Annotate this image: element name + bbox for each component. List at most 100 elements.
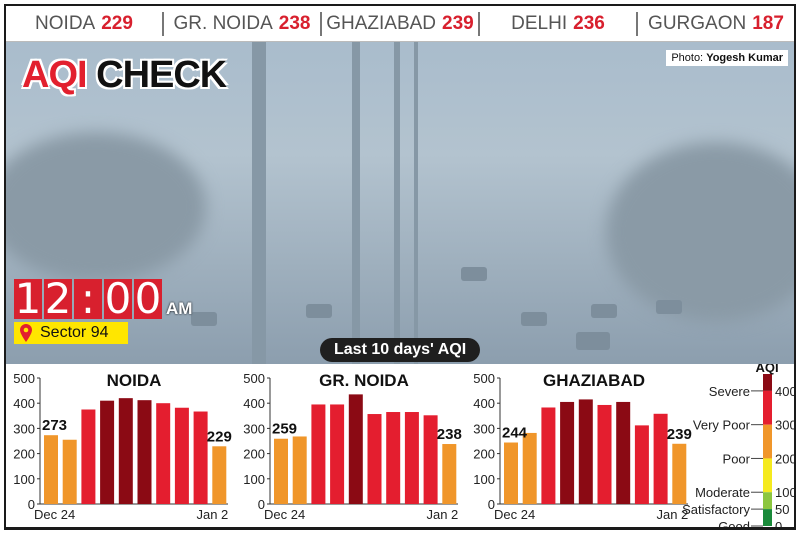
title-check: CHECK	[96, 54, 227, 96]
legend-category: Moderate	[695, 485, 750, 500]
first-value-label: 259	[272, 421, 297, 438]
car	[576, 332, 610, 350]
bar	[193, 411, 208, 504]
bar	[137, 400, 152, 504]
y-tick-label: 0	[28, 497, 35, 512]
y-tick-label: 500	[243, 371, 265, 386]
y-tick-label: 0	[258, 497, 265, 512]
bar	[311, 404, 326, 504]
city-gr-noida: GR. NOIDA 238	[164, 11, 322, 36]
city-aqi-bar: NOIDA 229 GR. NOIDA 238 GHAZIABAD 239 DELHI…	[6, 6, 794, 42]
bar	[560, 401, 575, 504]
y-tick-label: 500	[473, 371, 495, 386]
city-aqi: 239	[442, 12, 474, 34]
bar	[597, 404, 612, 504]
city-aqi: 187	[752, 12, 784, 34]
car	[656, 300, 682, 314]
legend-color-band	[763, 374, 772, 391]
chart-title: NOIDA	[107, 371, 162, 390]
legend-category: Poor	[723, 451, 751, 466]
bar	[616, 401, 631, 504]
x-start-label: Dec 24	[264, 507, 305, 522]
car	[591, 304, 617, 318]
bar	[100, 400, 115, 504]
title-aqi: AQI	[22, 54, 88, 96]
legend-color-band	[763, 424, 772, 459]
bar	[404, 412, 419, 504]
bar	[653, 413, 668, 504]
bar	[578, 399, 593, 504]
city-name: GURGAON	[648, 12, 747, 34]
pole	[394, 42, 400, 364]
legend-color-band	[763, 509, 772, 526]
bar	[174, 407, 189, 504]
city-ghaziabad: GHAZIABAD 239	[322, 11, 480, 36]
location-badge: Sector 94	[14, 322, 128, 344]
legend-value: 300	[775, 418, 796, 433]
y-tick-label: 400	[473, 396, 495, 411]
legend-category: Good	[718, 519, 750, 530]
legend-value: 200	[775, 451, 796, 466]
x-end-label: Jan 2	[426, 507, 458, 522]
bar	[81, 409, 96, 504]
legend-category: Satisfactory	[682, 502, 750, 517]
x-start-label: Dec 24	[34, 507, 75, 522]
bar	[348, 394, 363, 504]
location-name: Sector 94	[40, 324, 109, 341]
y-tick-label: 300	[13, 421, 35, 436]
city-aqi: 236	[573, 12, 605, 34]
city-aqi: 238	[278, 12, 311, 34]
y-tick-label: 100	[13, 472, 35, 487]
page-title: AQI CHECK	[22, 54, 227, 97]
y-tick-label: 200	[13, 447, 35, 462]
credit-name: Yogesh Kumar	[706, 52, 783, 64]
legend-color-band	[763, 458, 772, 493]
legend-category: Very Poor	[693, 418, 751, 433]
city-noida: NOIDA 229	[6, 11, 164, 36]
city-gurgaon: GURGAON 187	[638, 12, 794, 36]
tree	[606, 142, 794, 322]
bar	[522, 432, 537, 504]
bar	[541, 407, 556, 504]
pole	[252, 42, 266, 364]
legend-value: 400	[775, 384, 796, 399]
bar	[672, 443, 687, 504]
bar	[44, 435, 58, 504]
clock-ampm: AM	[166, 299, 193, 318]
legend-value: 50	[775, 502, 789, 517]
legend-color-band	[763, 390, 772, 425]
bar	[118, 398, 133, 504]
last-value-label: 238	[437, 426, 462, 443]
y-tick-label: 100	[243, 472, 265, 487]
bar	[292, 436, 307, 504]
y-tick-label: 100	[473, 472, 495, 487]
x-start-label: Dec 24	[494, 507, 535, 522]
bar	[504, 442, 518, 504]
first-value-label: 244	[502, 425, 528, 442]
location-pin-icon	[20, 324, 32, 342]
smog-road-photo: AQI CHECK Photo: Yogesh Kumar 1 2 : 0 0 …	[6, 42, 794, 364]
bar	[442, 444, 457, 504]
pole	[414, 42, 418, 364]
clock-digit: 2	[44, 274, 72, 323]
tree	[6, 132, 206, 282]
city-name: DELHI	[511, 12, 568, 34]
pole	[352, 42, 360, 364]
x-end-label: Jan 2	[196, 507, 228, 522]
clock-digit: 0	[134, 274, 162, 323]
legend-title: AQI	[755, 364, 778, 375]
bar	[62, 439, 77, 504]
clock-colon: :	[74, 278, 102, 320]
chart-title: GHAZIABAD	[543, 371, 645, 390]
y-tick-label: 200	[473, 447, 495, 462]
y-tick-label: 0	[488, 497, 495, 512]
chart-title: GR. NOIDA	[319, 371, 409, 390]
y-tick-label: 300	[473, 421, 495, 436]
bar	[423, 415, 438, 504]
city-aqi: 229	[101, 12, 133, 34]
city-name: NOIDA	[35, 12, 96, 34]
city-name: GR. NOIDA	[173, 12, 273, 34]
y-tick-label: 200	[243, 447, 265, 462]
bar	[386, 412, 401, 504]
